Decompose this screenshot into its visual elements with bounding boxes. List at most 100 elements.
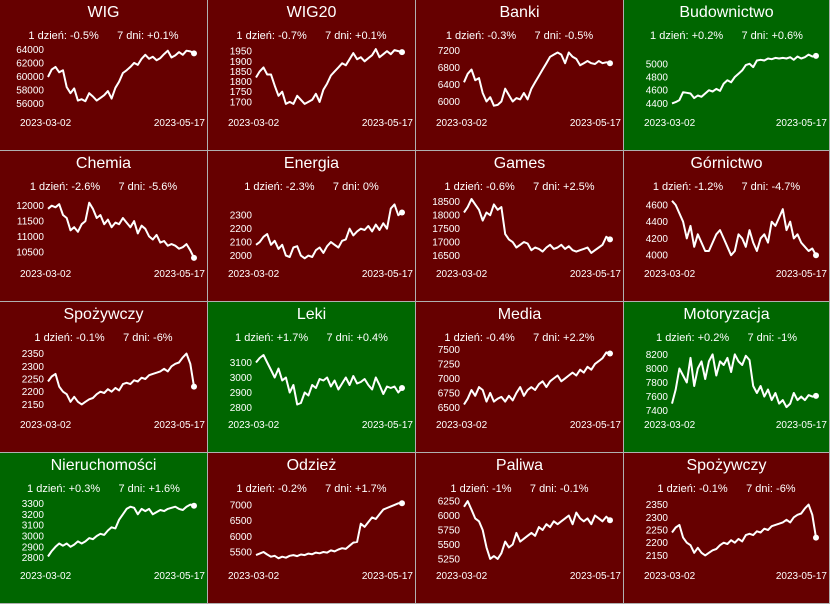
y-tick-label: 2250	[22, 375, 45, 386]
line-chart: 3100 3000 2900 2800 2023-03-02 2023-05-17	[228, 354, 413, 431]
change-1d: 1 dzień: -0.1%	[657, 483, 728, 495]
y-tick-label: 1900	[230, 57, 253, 68]
change-row: 1 dzień: -0.6% 7 dni: +2.5%	[416, 181, 623, 193]
x-start-label: 2023-03-02	[644, 269, 696, 280]
x-start-label: 2023-03-02	[20, 571, 72, 582]
chart-panel: 12000 11500 11000 10500 2023-03-02 2023-05-17…	[0, 151, 208, 302]
chart-panel: 7000 6500 6000 5500 2023-03-02 2023-05-17 Odzi…	[208, 453, 416, 604]
y-tick-label: 5750	[438, 526, 461, 537]
chart-title: Spożywczy	[686, 457, 767, 474]
price-line	[671, 53, 817, 105]
y-tick-label: 7200	[438, 46, 461, 57]
change-1d: 1 dzień: -1%	[450, 483, 512, 495]
y-tick-label: 5500	[230, 548, 253, 559]
chart-title: Nieruchomości	[50, 457, 157, 474]
y-tick-label: 2300	[22, 362, 45, 373]
x-end-label: 2023-05-17	[362, 269, 414, 280]
change-7d: 7 dni: -5.6%	[118, 181, 178, 193]
y-tick-label: 2900	[22, 542, 45, 553]
change-row: 1 dzień: -0.7% 7 dni: +0.1%	[208, 30, 415, 42]
y-tick-label: 4600	[646, 86, 669, 97]
x-start-label: 2023-03-02	[644, 571, 696, 582]
change-row: 1 dzień: -0.3% 7 dni: -0.5%	[416, 30, 623, 42]
chart-title: Banki	[499, 4, 540, 21]
y-tick-label: 7000	[230, 500, 253, 511]
y-tick-label: 2800	[230, 403, 253, 414]
line-chart: 8200 8000 7800 7600 7400 2023-03-02 2023-05-17	[644, 350, 828, 431]
y-tick-label: 2150	[646, 551, 669, 562]
change-row: 1 dzień: -2.3% 7 dni: 0%	[208, 181, 415, 193]
chart-panel: 1950 1900 1850 1800 1750 1700 2023-03-02 2023-0…	[208, 0, 416, 151]
last-value-marker	[813, 252, 819, 259]
y-tick-label: 12000	[16, 201, 44, 212]
y-tick-label: 4400	[646, 99, 669, 110]
change-row: 1 dzień: -0.4% 7 dni: +2.2%	[416, 332, 623, 344]
change-1d: 1 dzień: -0.6%	[444, 181, 515, 193]
y-tick-label: 3100	[22, 521, 45, 532]
change-7d: 7 dni: +0.4%	[326, 332, 388, 344]
x-end-label: 2023-05-17	[570, 571, 622, 582]
chart-panel: 3300 3200 3100 3000 2900 2800 2023-03-02 2023-0…	[0, 453, 208, 604]
chart-panel: 2350 2300 2250 2200 2150 2023-03-02 2023-05-17…	[624, 453, 830, 604]
x-start-label: 2023-03-02	[436, 420, 488, 431]
chart-title: WIG	[87, 4, 120, 21]
change-7d: 7 dni: -0.1%	[529, 483, 589, 495]
x-end-label: 2023-05-17	[154, 269, 206, 280]
line-chart: 7500 7250 7000 6750 6500 2023-03-02 2023-05-17	[436, 345, 621, 431]
x-start-label: 2023-03-02	[228, 118, 280, 129]
y-tick-label: 4200	[646, 234, 669, 245]
change-1d: 1 dzień: -2.3%	[244, 181, 315, 193]
y-tick-label: 2100	[230, 238, 253, 249]
y-tick-label: 2350	[646, 500, 669, 511]
y-tick-label: 17000	[432, 238, 460, 249]
last-value-marker	[399, 385, 405, 391]
price-line	[47, 503, 195, 558]
last-value-marker	[607, 517, 613, 524]
chart-panel: 6250 6000 5750 5500 5250 2023-03-02 2023-05-17…	[416, 453, 624, 604]
y-tick-label: 2300	[646, 513, 669, 524]
y-tick-label: 16500	[432, 251, 460, 262]
chart-title: Motoryzacja	[683, 306, 770, 323]
last-value-marker	[607, 236, 613, 243]
last-value-marker	[191, 50, 197, 57]
y-tick-label: 56000	[16, 99, 44, 110]
y-tick-label: 3100	[230, 358, 253, 369]
y-tick-label: 2800	[22, 553, 45, 564]
x-start-label: 2023-03-02	[228, 269, 280, 280]
change-7d: 7 dni: 0%	[332, 181, 379, 193]
x-end-label: 2023-05-17	[154, 571, 206, 582]
change-1d: 1 dzień: -0.1%	[34, 332, 105, 344]
price-line	[671, 200, 817, 257]
chart-panel: 64000 62000 60000 58000 56000 2023-03-02 2023-…	[0, 0, 208, 151]
change-7d: 7 dni: -6%	[746, 483, 796, 495]
last-value-marker	[813, 534, 819, 541]
x-end-label: 2023-05-17	[362, 571, 414, 582]
change-row: 1 dzień: -0.1% 7 dni: -6%	[624, 483, 829, 495]
change-7d: 7 dni: -1%	[747, 332, 797, 344]
last-value-marker	[813, 52, 819, 59]
last-value-marker	[607, 350, 613, 357]
chart-title: Energia	[283, 155, 340, 172]
change-row: 1 dzień: +1.7% 7 dni: +0.4%	[208, 332, 415, 344]
line-chart: 7000 6500 6000 5500 2023-03-02 2023-05-17	[228, 500, 414, 582]
x-end-label: 2023-05-17	[776, 571, 828, 582]
change-row: 1 dzień: -0.5% 7 dni: +0.1%	[0, 30, 207, 42]
chart-panel: 7200 6800 6400 6000 2023-03-02 2023-05-17 Bank…	[416, 0, 624, 151]
chart-title: Games	[493, 155, 546, 172]
change-7d: 7 dni: +0.1%	[325, 30, 387, 42]
last-value-marker	[191, 254, 197, 261]
chart-title: Leki	[296, 306, 327, 323]
y-tick-label: 4800	[646, 73, 669, 84]
price-line	[255, 502, 402, 560]
chart-title: Paliwa	[495, 457, 544, 474]
line-chart: 5000 4800 4600 4400 2023-03-02 2023-05-17	[644, 52, 827, 129]
x-end-label: 2023-05-17	[570, 118, 622, 129]
x-start-label: 2023-03-02	[20, 269, 72, 280]
chart-title: Odzież	[286, 457, 337, 474]
x-end-label: 2023-05-17	[776, 420, 828, 431]
change-row: 1 dzień: +0.3% 7 dni: +1.6%	[0, 483, 207, 495]
line-chart: 64000 62000 60000 58000 56000 2023-03-02 2023-…	[16, 45, 205, 129]
y-tick-label: 10500	[16, 247, 44, 258]
